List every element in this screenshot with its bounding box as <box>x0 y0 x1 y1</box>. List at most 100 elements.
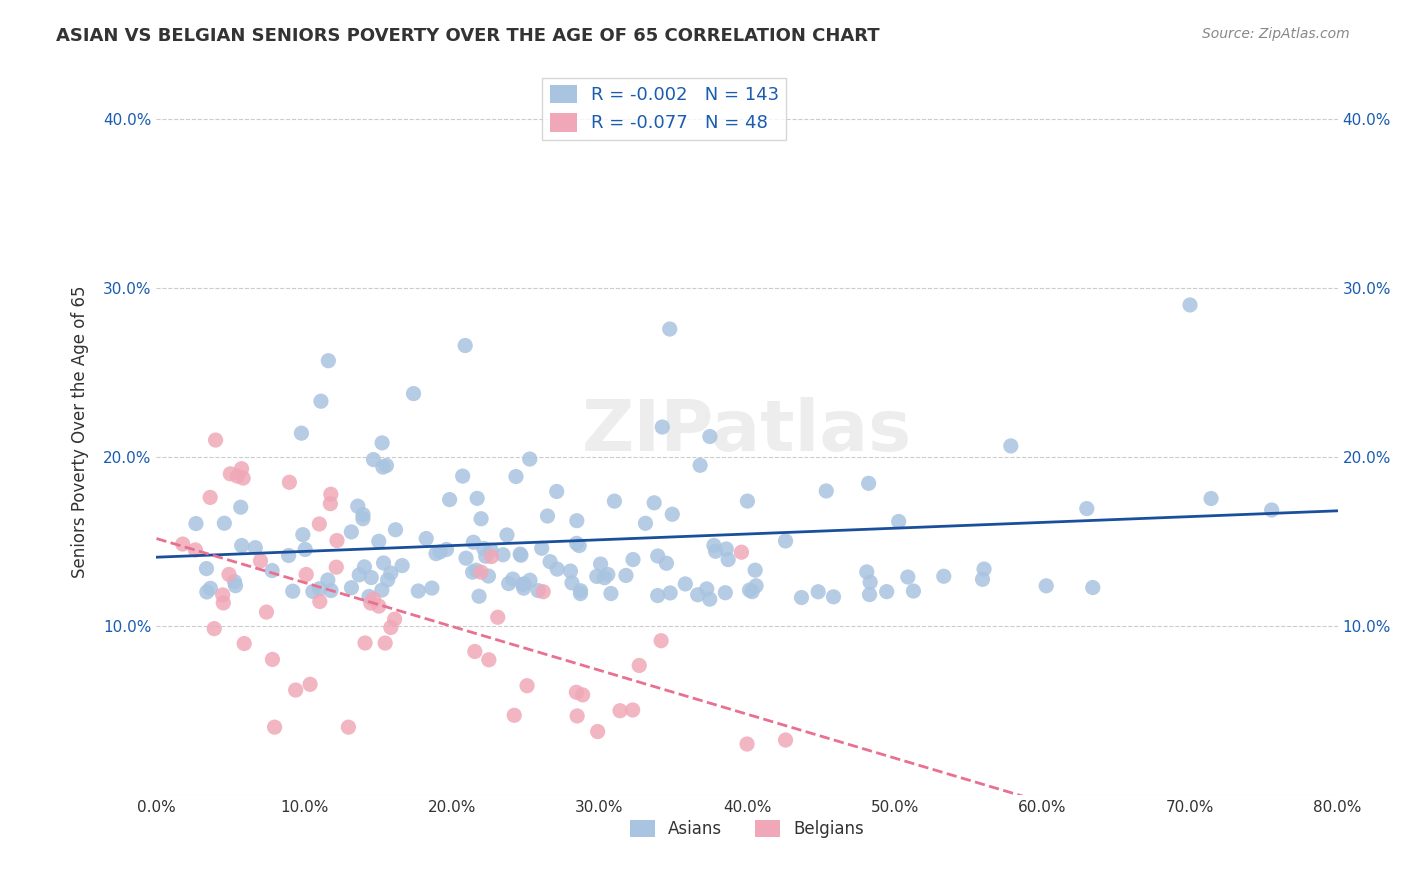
Asians <box>363 452 385 467</box>
Belgians <box>565 685 588 699</box>
Asians <box>741 584 763 599</box>
Belgians <box>204 433 226 447</box>
Belgians <box>354 636 377 650</box>
Asians <box>600 586 623 600</box>
Asians <box>589 557 612 571</box>
Asians <box>655 556 678 570</box>
Asians <box>371 436 394 450</box>
Legend: Asians, Belgians: Asians, Belgians <box>623 813 872 845</box>
Belgians <box>319 487 342 501</box>
Asians <box>360 570 382 584</box>
Asians <box>375 458 398 473</box>
Belgians <box>326 533 349 548</box>
Belgians <box>319 497 342 511</box>
Asians <box>477 569 499 583</box>
Asians <box>689 458 711 473</box>
Asians <box>373 556 395 570</box>
Asians <box>509 547 531 561</box>
Asians <box>391 558 413 573</box>
Asians <box>538 555 561 569</box>
Belgians <box>218 567 240 582</box>
Asians <box>472 541 495 556</box>
Belgians <box>531 584 554 599</box>
Asians <box>377 573 399 587</box>
Asians <box>415 532 437 546</box>
Belgians <box>516 679 538 693</box>
Asians <box>229 500 252 515</box>
Asians <box>614 568 637 582</box>
Belgians <box>325 560 347 574</box>
Asians <box>352 508 374 522</box>
Asians <box>593 571 616 585</box>
Asians <box>302 584 325 599</box>
Asians <box>1400 213 1406 227</box>
Asians <box>294 542 316 557</box>
Asians <box>308 582 330 596</box>
Asians <box>461 565 484 579</box>
Asians <box>451 469 474 483</box>
Asians <box>634 516 657 531</box>
Belgians <box>226 469 249 483</box>
Asians <box>1000 439 1022 453</box>
Asians <box>425 547 447 561</box>
Belgians <box>308 594 330 608</box>
Asians <box>596 567 619 582</box>
Asians <box>703 538 725 552</box>
Asians <box>468 589 491 603</box>
Asians <box>585 569 607 583</box>
Asians <box>200 582 222 596</box>
Asians <box>474 549 496 564</box>
Asians <box>568 539 591 553</box>
Asians <box>1081 581 1104 595</box>
Asians <box>696 582 718 596</box>
Asians <box>340 524 363 539</box>
Belgians <box>278 475 301 490</box>
Asians <box>357 590 380 604</box>
Asians <box>658 322 681 336</box>
Asians <box>823 590 845 604</box>
Belgians <box>380 620 402 634</box>
Asians <box>231 539 253 553</box>
Asians <box>807 584 830 599</box>
Asians <box>699 592 721 607</box>
Belgians <box>650 633 672 648</box>
Asians <box>439 492 461 507</box>
Asians <box>353 559 375 574</box>
Asians <box>858 476 880 491</box>
Belgians <box>337 720 360 734</box>
Asians <box>704 544 727 558</box>
Asians <box>214 516 236 531</box>
Belgians <box>184 543 207 558</box>
Belgians <box>384 612 406 626</box>
Belgians <box>249 554 271 568</box>
Belgians <box>470 565 492 579</box>
Asians <box>349 567 371 582</box>
Asians <box>245 541 267 555</box>
Asians <box>973 562 995 576</box>
Asians <box>651 420 673 434</box>
Belgians <box>198 491 221 505</box>
Asians <box>465 563 488 577</box>
Asians <box>858 588 880 602</box>
Asians <box>316 573 339 587</box>
Asians <box>855 565 877 579</box>
Asians <box>470 512 492 526</box>
Belgians <box>481 549 503 564</box>
Asians <box>1178 298 1201 312</box>
Belgians <box>360 596 382 610</box>
Asians <box>546 484 568 499</box>
Belgians <box>212 596 235 610</box>
Belgians <box>486 610 509 624</box>
Asians <box>291 527 314 541</box>
Text: Source: ZipAtlas.com: Source: ZipAtlas.com <box>1202 27 1350 41</box>
Asians <box>1199 491 1222 506</box>
Asians <box>346 499 368 513</box>
Belgians <box>730 545 752 559</box>
Asians <box>454 338 477 352</box>
Asians <box>745 579 768 593</box>
Asians <box>569 583 592 598</box>
Asians <box>454 551 477 566</box>
Asians <box>903 584 925 599</box>
Asians <box>513 577 536 591</box>
Asians <box>737 494 759 508</box>
